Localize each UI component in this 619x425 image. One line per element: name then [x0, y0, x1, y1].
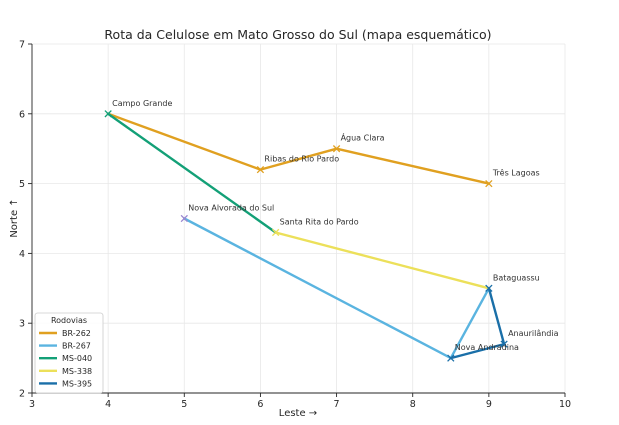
legend-item: BR-267	[39, 342, 91, 351]
y-tick-label: 6	[19, 109, 25, 120]
legend-item: MS-040	[39, 354, 92, 363]
city-label: Três Lagoas	[492, 168, 540, 178]
x-tick-label: 6	[257, 399, 263, 410]
city-label: Bataguassu	[493, 273, 540, 282]
legend-item: BR-262	[39, 329, 91, 338]
series-lines	[106, 112, 506, 360]
city-markers	[104, 110, 508, 362]
legend: Rodovias BR-262 BR-267 MS-040 MS-338 MS-395	[34, 312, 104, 394]
legend-label: MS-338	[62, 367, 92, 376]
legend-title: Rodovias	[51, 316, 87, 325]
legend-item: MS-395	[39, 379, 92, 388]
city-labels: Campo Grande Ribas do Rio Pardo Água Clara…	[112, 99, 558, 352]
x-tick-label: 8	[410, 399, 416, 410]
city-marker	[180, 214, 188, 223]
x-tick-label: 4	[105, 399, 111, 410]
chart-title: Rota da Celulose em Mato Grosso do Sul (…	[104, 27, 491, 42]
y-tick-label: 4	[19, 249, 25, 260]
city-marker	[485, 179, 493, 188]
city-marker	[271, 228, 280, 237]
city-marker	[104, 110, 112, 118]
legend-label: MS-040	[62, 354, 92, 363]
city-label: Água Clara	[341, 132, 385, 143]
x-tick-label: 10	[559, 399, 571, 410]
city-marker	[256, 165, 265, 174]
city-marker	[500, 340, 508, 348]
x-tick-label: 5	[181, 399, 187, 410]
y-tick-label: 5	[19, 179, 25, 190]
y-tick-label: 2	[19, 389, 25, 400]
city-marker	[447, 354, 455, 362]
city-marker	[485, 284, 493, 292]
x-tick-label: 9	[486, 399, 492, 410]
city-label: Nova Andradina	[455, 343, 519, 352]
x-tick-label: 7	[334, 399, 340, 410]
legend-label: BR-267	[62, 342, 91, 351]
grid	[31, 43, 566, 394]
city-marker	[332, 145, 341, 153]
legend-item: MS-338	[39, 367, 92, 376]
series-line-ms-040	[106, 112, 277, 234]
series-line-br-262	[106, 112, 491, 185]
y-axis-label: Norte ↑	[9, 198, 20, 237]
city-label: Santa Rita do Pardo	[280, 217, 359, 226]
city-label: Campo Grande	[112, 99, 172, 108]
legend-label: BR-262	[62, 329, 91, 338]
city-label: Anaurilândia	[508, 329, 559, 338]
city-label: Ribas do Rio Pardo	[264, 155, 339, 164]
city-label: Nova Alvorada do Sul	[188, 204, 274, 213]
y-tick-label: 7	[19, 40, 25, 51]
x-axis-label: Leste →	[279, 408, 317, 419]
legend-label: MS-395	[62, 379, 92, 388]
series-line-ms-338	[274, 231, 491, 290]
y-tick-label: 3	[19, 319, 25, 330]
x-tick-label: 3	[29, 399, 35, 410]
